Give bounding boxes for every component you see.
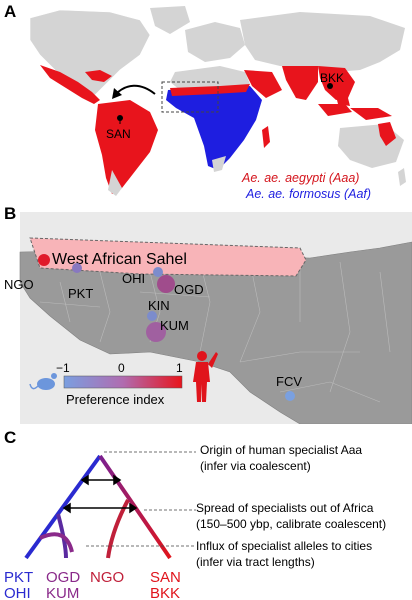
site-san-label: SAN bbox=[106, 127, 131, 141]
site-kin-dot bbox=[147, 311, 157, 321]
site-ohi-label: OHI bbox=[122, 271, 145, 286]
panel-a-letter: A bbox=[4, 2, 17, 21]
branch-pkt bbox=[24, 454, 102, 560]
site-ogd-dot bbox=[157, 275, 175, 293]
site-pkt-label: PKT bbox=[68, 286, 93, 301]
site-kum-label: KUM bbox=[160, 318, 189, 333]
migration-arrow bbox=[115, 84, 156, 95]
site-ngo-dot bbox=[38, 254, 50, 266]
tip-ohi: OHI bbox=[4, 585, 31, 600]
preference-scale-bar bbox=[63, 375, 183, 389]
west-africa-land bbox=[19, 241, 412, 424]
annotation-origin-line1: Origin of human specialist Aaa bbox=[200, 443, 362, 457]
gene-flow-arrows bbox=[62, 474, 138, 514]
legend-aaf: Ae. ae. formosus (Aaf) bbox=[245, 187, 371, 200]
panel-b-letter: B bbox=[4, 204, 17, 223]
rodent-icon bbox=[29, 373, 57, 390]
panel-c-letter: C bbox=[4, 428, 17, 447]
annotation-spread-line2: (150–500 ybp, calibrate coalescent) bbox=[196, 517, 386, 531]
scale-tick-1: 1 bbox=[176, 361, 183, 375]
scale-tick-0: 0 bbox=[118, 361, 125, 375]
world-map: BKK SAN Ae. ae. aegypti (Aaa) Ae. ae. fo… bbox=[29, 6, 406, 200]
site-ogd-label: OGD bbox=[174, 282, 204, 297]
range-aaf-africa bbox=[166, 86, 262, 170]
tip-bkk: BKK bbox=[150, 585, 180, 600]
site-bkk-dot bbox=[327, 83, 333, 89]
annotation-influx-line2: (infer via tract lengths) bbox=[196, 555, 315, 569]
sahel-inset-box bbox=[161, 81, 219, 113]
tip-pkt: PKT bbox=[4, 569, 33, 586]
north-america bbox=[29, 9, 151, 96]
annotation-influx-line1: Influx of specialist alleles to cities bbox=[196, 539, 372, 553]
scale-tick-neg1: −1 bbox=[56, 361, 70, 375]
annotation-origin-line2: (infer via coalescent) bbox=[200, 459, 311, 473]
sahel-label: West African Sahel bbox=[52, 251, 187, 268]
human-icon bbox=[193, 351, 218, 402]
tip-ngo: NGO bbox=[90, 569, 124, 586]
phylogeny-diagram: Origin of human specialist Aaa (infer vi… bbox=[4, 443, 386, 600]
legend-aaa: Ae. ae. aegypti (Aaa) bbox=[241, 171, 359, 185]
site-pkt-dot bbox=[72, 263, 82, 273]
annotation-spread-line1: Spread of specialists out of Africa bbox=[196, 501, 374, 515]
sahel-band bbox=[29, 237, 307, 277]
site-fcv-dot bbox=[285, 391, 295, 401]
branch-ngo bbox=[106, 499, 130, 559]
tip-san: SAN bbox=[150, 569, 181, 586]
range-aaa-india bbox=[282, 66, 318, 100]
range-aaa-south-america bbox=[95, 100, 158, 194]
tip-ogd: OGD bbox=[46, 569, 80, 586]
branch-ogd bbox=[56, 513, 68, 559]
site-kin-label: KIN bbox=[148, 298, 170, 313]
sahel-map: West African Sahel NGO PKT OHI OGD KIN K… bbox=[4, 212, 412, 424]
range-aaa-se-asia bbox=[318, 66, 355, 100]
site-ngo-label: NGO bbox=[4, 277, 34, 292]
site-ohi-dot bbox=[153, 267, 163, 277]
site-fcv-label: FCV bbox=[276, 374, 302, 389]
tip-kum: KUM bbox=[46, 585, 79, 600]
site-bkk-label: BKK bbox=[320, 71, 344, 85]
range-aaa-central-america bbox=[40, 65, 100, 104]
scale-title: Preference index bbox=[66, 392, 165, 407]
site-kum-dot bbox=[146, 322, 166, 342]
